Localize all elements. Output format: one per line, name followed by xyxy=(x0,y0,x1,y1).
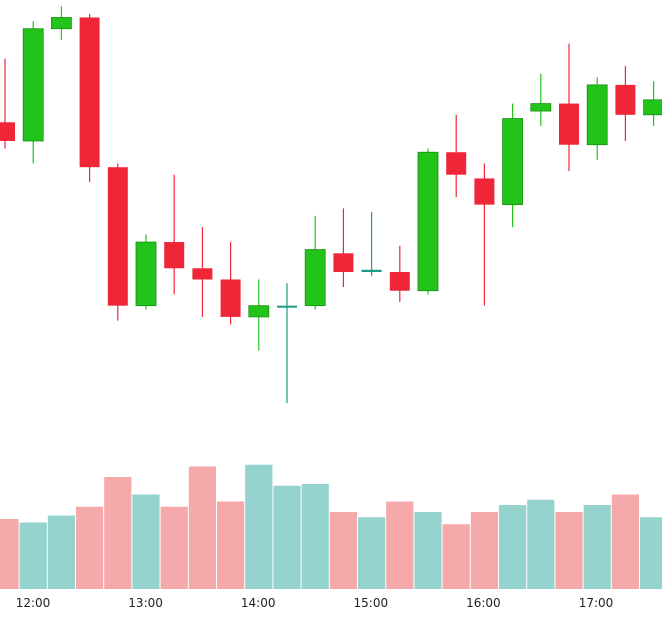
candle-body xyxy=(135,241,157,307)
candle-body xyxy=(51,17,72,30)
candle-body xyxy=(277,305,297,308)
candle-body xyxy=(220,279,241,317)
volume-bar xyxy=(76,506,104,589)
volume-bar xyxy=(47,515,75,589)
volume-bar xyxy=(414,512,442,589)
volume-bar xyxy=(132,494,160,589)
candle-body xyxy=(361,269,382,272)
candle-body xyxy=(333,253,354,272)
time-axis: 12:00 13:00 14:00 15:00 16:00 17:00 xyxy=(16,596,614,610)
volume-bar xyxy=(499,505,527,589)
volume-bar xyxy=(245,464,273,589)
candle-body xyxy=(79,17,100,168)
x-tick-label: 12:00 xyxy=(16,596,51,610)
candle-body xyxy=(389,272,410,291)
volume-bar xyxy=(611,494,639,589)
candle-body xyxy=(474,178,495,205)
volume-bar xyxy=(188,466,216,589)
candle-body xyxy=(559,103,579,145)
volume-bar xyxy=(329,512,357,589)
candle-body xyxy=(643,99,662,116)
x-tick-label: 13:00 xyxy=(128,596,163,610)
volume-bar xyxy=(386,501,414,589)
volume-bar xyxy=(358,517,386,589)
candle-body xyxy=(586,84,608,146)
candle-body xyxy=(502,118,524,206)
volume-bar xyxy=(160,506,188,589)
volume-bar xyxy=(527,499,555,589)
candle-body xyxy=(164,242,185,269)
volume-bar xyxy=(301,484,329,589)
volume-bar xyxy=(470,512,498,589)
volume-pane xyxy=(0,464,662,589)
candle-body xyxy=(615,84,636,115)
volume-bar xyxy=(217,501,245,589)
x-tick-label: 15:00 xyxy=(354,596,389,610)
x-tick-label: 14:00 xyxy=(241,596,276,610)
candle-body xyxy=(446,152,467,175)
candle-body xyxy=(0,122,15,141)
candle-body xyxy=(304,249,326,307)
price-pane xyxy=(0,6,662,403)
volume-bar xyxy=(583,505,611,589)
volume-bar xyxy=(104,477,132,589)
x-tick-label: 16:00 xyxy=(466,596,501,610)
volume-bar xyxy=(19,522,47,589)
volume-bar xyxy=(640,517,662,589)
candle-body xyxy=(530,103,552,112)
candle-body xyxy=(248,305,270,318)
volume-bar xyxy=(273,485,301,589)
candle-body xyxy=(107,167,128,306)
candle-body xyxy=(192,268,213,280)
candle-body xyxy=(417,151,439,292)
candle-body xyxy=(22,28,44,142)
volume-bar xyxy=(0,519,19,589)
x-tick-label: 17:00 xyxy=(579,596,614,610)
volume-bar xyxy=(442,524,470,589)
volume-bar xyxy=(555,512,583,589)
